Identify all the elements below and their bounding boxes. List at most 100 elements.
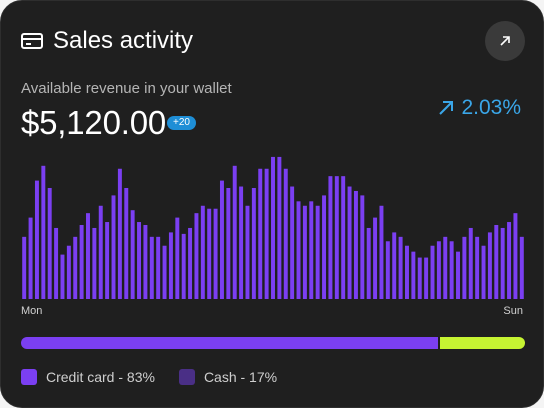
- chart-bar: [124, 188, 129, 299]
- chart-bar: [239, 186, 244, 299]
- chart-bar: [500, 227, 505, 299]
- chart-bar: [277, 156, 282, 299]
- arrow-up-right-icon: [500, 36, 510, 46]
- chart-bar: [245, 205, 250, 299]
- chart-bar: [86, 213, 90, 299]
- chart-bar: [66, 245, 71, 299]
- change-badge: +20: [167, 116, 196, 130]
- chart-bar: [143, 225, 148, 299]
- chart-bar: [430, 245, 435, 299]
- legend-cash-label: Cash - 17%: [203, 369, 278, 385]
- chart-bar: [28, 217, 33, 299]
- chart-bar: [519, 236, 524, 299]
- chart-bar: [290, 186, 295, 299]
- chart-bar: [315, 205, 320, 299]
- chart-bar: [258, 168, 263, 299]
- chart-bar: [219, 180, 224, 299]
- legend-credit-card: Credit card - 83%: [21, 369, 155, 385]
- chart-bar: [309, 201, 314, 299]
- chart-bar: [328, 176, 333, 299]
- chart-bar: [475, 236, 480, 299]
- chart-bar: [507, 222, 512, 299]
- chart-bar: [392, 232, 397, 299]
- chart-bar: [436, 241, 441, 299]
- chart-bar: [494, 225, 499, 299]
- chart-bar: [194, 213, 199, 299]
- chart-bar: [188, 227, 193, 299]
- chart-bar: [251, 188, 256, 299]
- change-value: 2.03%: [461, 96, 521, 119]
- chart-bar: [411, 251, 416, 299]
- chart-bar: [456, 251, 460, 299]
- chart-bar: [366, 227, 371, 299]
- sales-bar-chart: [22, 156, 524, 299]
- chart-bar: [149, 236, 154, 299]
- chart-bar: [156, 236, 161, 299]
- chart-bar: [353, 190, 358, 299]
- chart-bar: [296, 201, 301, 299]
- credit-card-icon: [21, 33, 43, 49]
- revenue-subtitle: Available revenue in your wallet: [21, 80, 232, 97]
- trend-up-arrow-icon: [439, 101, 454, 115]
- chart-bar: [302, 205, 307, 299]
- chart-bar: [347, 186, 352, 299]
- chart-bar: [481, 245, 486, 299]
- legend-cash-swatch: [178, 369, 195, 385]
- chart-bar: [513, 213, 518, 299]
- chart-bar: [168, 232, 173, 299]
- chart-bar: [341, 176, 346, 299]
- card-title: Sales activity: [53, 27, 194, 54]
- credit-card-segment: [21, 337, 438, 349]
- x-axis-end-label: Sun: [503, 305, 523, 317]
- chart-bar: [449, 241, 454, 299]
- chart-bar: [98, 205, 103, 299]
- revenue-amount: $5,120.00: [21, 104, 167, 141]
- chart-bar: [175, 217, 180, 299]
- expand-button[interactable]: [485, 21, 525, 61]
- chart-bar: [105, 222, 110, 299]
- chart-bar: [405, 245, 409, 299]
- cash-segment: [439, 337, 525, 349]
- chart-bar: [111, 195, 116, 299]
- change-indicator: 2.03%: [437, 96, 521, 120]
- chart-bar: [443, 236, 448, 299]
- chart-bar: [41, 165, 46, 299]
- chart-bar: [424, 257, 429, 299]
- chart-bar: [379, 205, 384, 299]
- chart-bar: [213, 208, 218, 299]
- chart-bar: [373, 217, 378, 299]
- chart-bar: [162, 245, 167, 299]
- chart-bar: [322, 195, 327, 299]
- x-axis-start-label: Mon: [21, 305, 43, 317]
- segment-divider: [437, 337, 440, 349]
- chart-bar: [360, 195, 365, 299]
- chart-bar: [334, 176, 339, 299]
- chart-bar: [487, 232, 492, 299]
- chart-bar: [385, 241, 390, 299]
- chart-bar: [207, 208, 212, 299]
- chart-bar: [60, 254, 65, 299]
- chart-bar: [22, 236, 27, 299]
- chart-bar: [117, 168, 122, 299]
- chart-bar: [130, 210, 135, 299]
- legend-credit-swatch: [21, 369, 37, 385]
- chart-bar: [264, 168, 269, 299]
- chart-bar: [79, 225, 84, 299]
- card-header: Sales activity: [21, 25, 193, 57]
- chart-bar: [417, 257, 422, 299]
- chart-bar: [92, 227, 97, 299]
- chart-bar: [54, 227, 59, 299]
- legend-cash: Cash - 17%: [178, 369, 278, 385]
- chart-bar: [181, 233, 186, 299]
- chart-bar: [398, 236, 403, 299]
- chart-bar: [283, 168, 288, 299]
- chart-bar: [200, 205, 205, 299]
- chart-bar: [34, 180, 39, 299]
- chart-bar: [73, 236, 78, 299]
- chart-bar: [47, 188, 52, 299]
- chart-bar: [137, 222, 142, 299]
- chart-bar: [462, 236, 467, 299]
- chart-bar: [232, 165, 237, 299]
- legend-credit-label: Credit card - 83%: [46, 369, 155, 385]
